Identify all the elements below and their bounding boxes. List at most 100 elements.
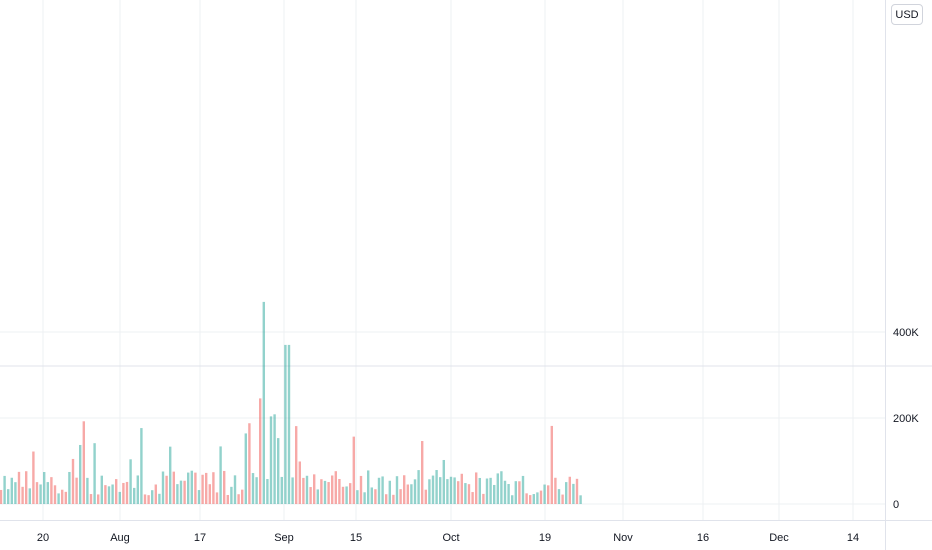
time-tick-label: 19 (539, 532, 551, 544)
volume-bar (471, 492, 474, 504)
volume-bar (151, 490, 154, 504)
volume-bar (352, 436, 355, 504)
volume-bar (410, 484, 413, 504)
volume-bar (241, 489, 244, 504)
volume-bar (14, 482, 17, 504)
volume-bar (104, 485, 107, 504)
volume-bar (399, 489, 402, 504)
volume-bar (10, 477, 13, 504)
volume-bar (194, 472, 197, 504)
volume-bar (547, 485, 550, 504)
volume-bar (295, 426, 298, 504)
volume-bar (280, 476, 283, 504)
volume-bar (57, 493, 60, 504)
volume-bar (323, 480, 327, 504)
volume-bar (133, 487, 136, 504)
volume-bar (453, 477, 456, 504)
volume-bar (169, 446, 172, 504)
volume-bar (374, 489, 377, 504)
volume-bar (158, 493, 161, 504)
volume-bar (313, 474, 316, 504)
volume-bar (377, 477, 381, 504)
volume-bar (28, 488, 31, 504)
volume-bar (334, 471, 337, 504)
volume-bar (147, 495, 150, 504)
volume-bar (446, 479, 449, 504)
volume-bar (554, 477, 557, 504)
volume-bar (284, 344, 287, 504)
volume-bar (53, 485, 57, 504)
volume-bar (532, 494, 535, 504)
time-tick-label: Dec (769, 532, 789, 544)
volume-bar (489, 477, 492, 504)
volume-bar (154, 484, 157, 504)
volume-bar (46, 482, 49, 504)
volume-tick-label: 200K (893, 413, 919, 425)
volume-bar (359, 475, 363, 504)
volume-bar (223, 470, 226, 504)
volume-bar (165, 475, 168, 504)
volume-bar (356, 490, 359, 504)
volume-bar (424, 489, 427, 504)
volume-bars (0, 301, 582, 504)
volume-bar (417, 470, 420, 504)
volume-bar (269, 416, 273, 504)
volume-bar (93, 443, 96, 504)
volume-bar (493, 484, 496, 504)
currency-button[interactable]: USD (891, 4, 923, 25)
volume-bar (208, 484, 211, 504)
volume-bar (388, 480, 391, 504)
volume-bar (219, 446, 222, 504)
volume-bar (201, 474, 204, 504)
volume-bar (349, 483, 352, 504)
time-axis[interactable]: 20 Aug 17 Sep 15 Oct 19 Nov 16 Dec 14 (37, 532, 859, 544)
volume-bar (561, 494, 564, 504)
volume-bar (370, 487, 373, 504)
volume-bar (143, 494, 147, 504)
volume-bar (421, 441, 424, 504)
volume-bar (118, 491, 121, 504)
volume-bar (226, 494, 229, 504)
volume-bar (291, 477, 294, 504)
volume-bar (385, 494, 388, 504)
volume-bar (7, 489, 10, 504)
volume-bar (449, 476, 453, 504)
volume-bar (140, 428, 143, 504)
volume-bar (86, 477, 89, 504)
volume-bar (518, 481, 521, 504)
volume-bar (460, 473, 463, 504)
volume-bar (514, 481, 517, 504)
volume-bar (464, 483, 467, 504)
volume-bar (187, 472, 190, 504)
volume-bar (100, 475, 103, 504)
volume-bar (183, 480, 186, 504)
volume-bar (68, 471, 71, 504)
volume-bar (395, 476, 399, 504)
volume-bar (316, 489, 319, 504)
volume-bar (25, 471, 28, 504)
volume-bar (0, 489, 3, 504)
volume-bar (251, 473, 255, 504)
time-tick-label: Aug (110, 532, 130, 544)
volume-bar (61, 489, 64, 504)
volume-bar (107, 486, 111, 504)
volume-bar (277, 438, 280, 504)
volume-bar (367, 470, 370, 504)
volume-bar (111, 484, 114, 504)
volume-axis: 400K 200K 0 (893, 327, 919, 511)
volume-bar (122, 482, 125, 504)
volume-bar (525, 493, 528, 504)
volume-bar (485, 478, 489, 504)
volume-bar (521, 475, 525, 504)
volume-bar (172, 471, 175, 504)
time-tick-label: 16 (697, 532, 709, 544)
time-tick-label: Nov (613, 532, 633, 544)
time-tick-label: Oct (442, 532, 459, 544)
volume-bar (197, 490, 201, 504)
volume-bar (21, 486, 24, 504)
volume-bar (244, 433, 247, 504)
volume-bar (255, 477, 258, 504)
time-tick-label: Sep (274, 532, 294, 544)
